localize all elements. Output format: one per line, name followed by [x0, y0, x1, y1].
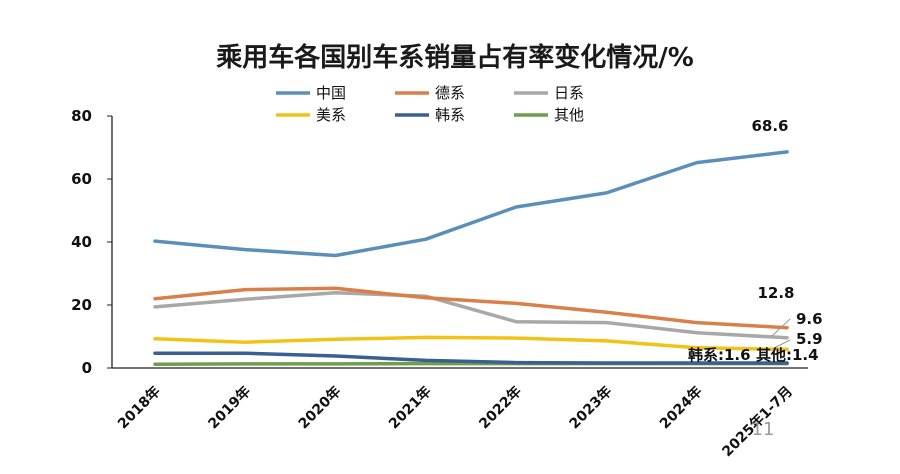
x-tick-label: 2024年: [656, 383, 705, 432]
x-tick-label: 2021年: [385, 383, 434, 432]
data-label: 9.6: [796, 310, 823, 328]
legend-label: 韩系: [435, 106, 465, 124]
data-label: 其他:1.4: [756, 346, 819, 364]
y-tick-label: 80: [71, 107, 92, 125]
series-line: [153, 335, 789, 352]
chart-title: 乘用车各国别车系销量占有率变化情况/%: [215, 42, 694, 73]
label-leader-line: [771, 318, 791, 337]
y-tick-label: 0: [82, 359, 92, 377]
x-tick-label: 2019年: [205, 383, 254, 432]
data-label: 12.8: [757, 284, 794, 302]
data-label: 68.6: [751, 117, 788, 135]
legend-label: 中国: [316, 84, 346, 102]
x-tick-label: 2020年: [295, 383, 344, 432]
x-tick-label: 2018年: [114, 383, 163, 432]
legend-label: 日系: [554, 84, 584, 102]
data-labels: 68.6 12.89.6 5.9 韩系:1.6 其他:1.4: [688, 117, 823, 364]
y-tick-label: 40: [71, 233, 92, 251]
axes: 0 20 40 60 80 2018年 2019年 2020年 2021年 2022年 2023年 2…: [71, 107, 808, 460]
data-label: 5.9: [796, 330, 823, 348]
x-tick-label: 2023年: [566, 383, 615, 432]
data-label: 韩系:1.6: [688, 346, 751, 364]
page-number: 11: [752, 419, 775, 440]
legend-label: 美系: [316, 106, 346, 124]
series-line: [153, 290, 789, 340]
y-tick-label: 20: [71, 296, 92, 314]
legend-label: 其他: [554, 106, 584, 124]
legend-label: 德系: [435, 84, 465, 102]
label-leader-line: [771, 339, 791, 350]
series-line: [153, 286, 789, 330]
series-line: [153, 351, 789, 365]
x-tick-label: 2022年: [476, 383, 525, 432]
y-tick-label: 60: [71, 170, 92, 188]
series-line: [153, 150, 789, 258]
series-lines: [153, 150, 789, 366]
